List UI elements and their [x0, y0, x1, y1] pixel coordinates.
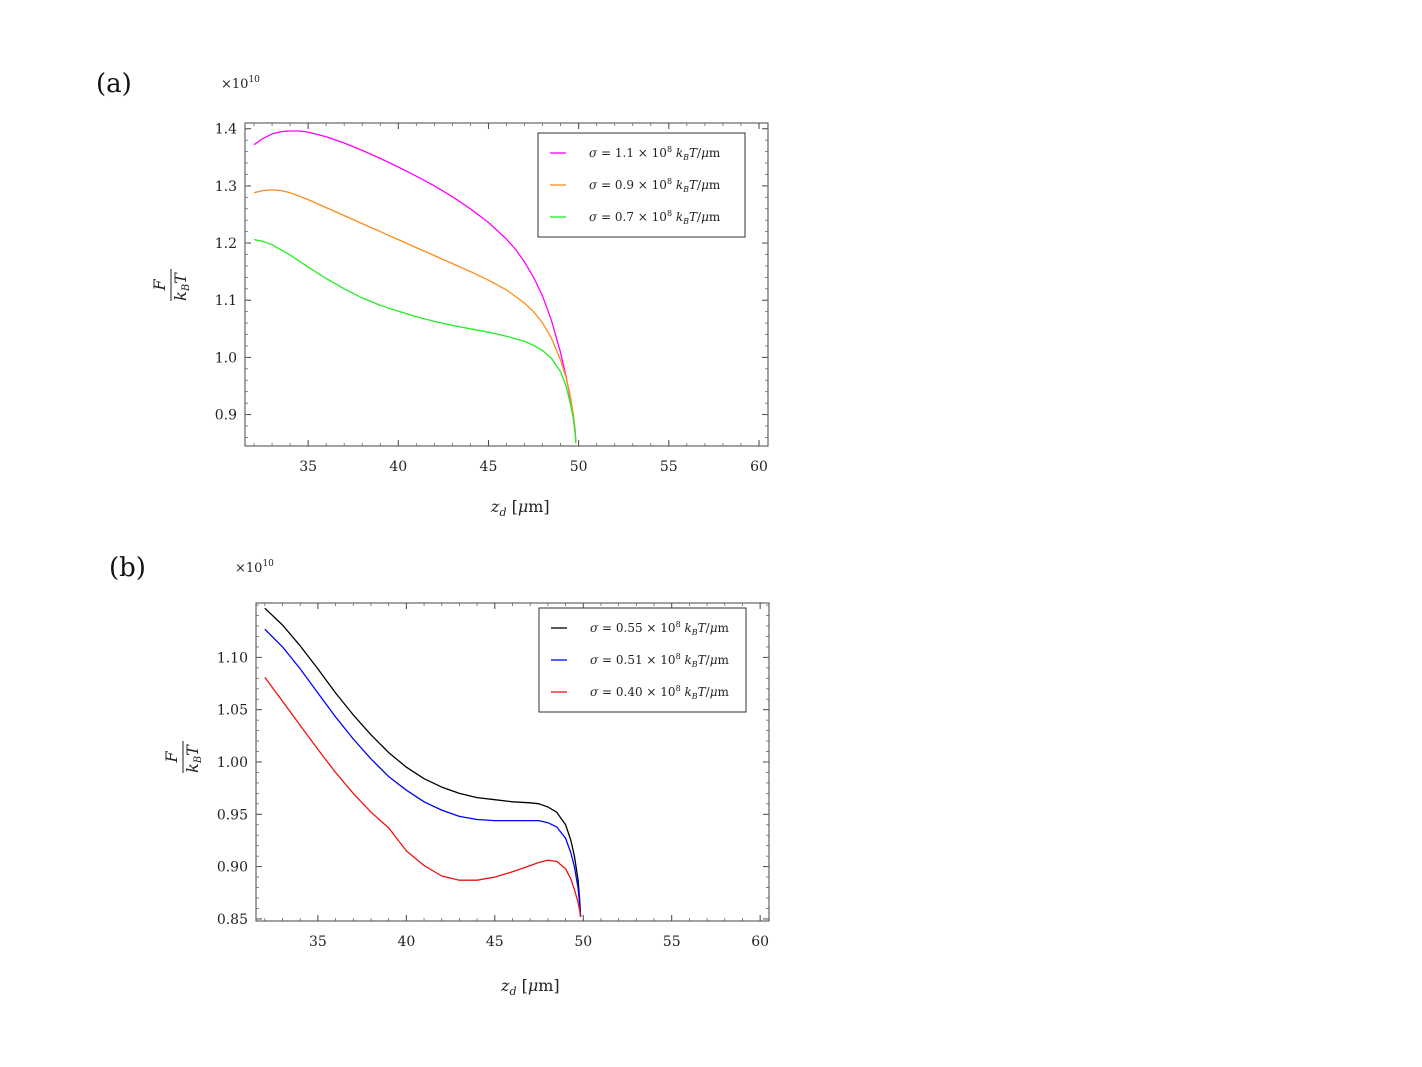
- x-tick-label: 50: [574, 934, 592, 950]
- svg-text:F: F: [162, 751, 181, 764]
- series-line-1: [253, 130, 577, 444]
- y-multiplier-b: ×1010: [235, 559, 274, 576]
- x-tick-label: 45: [486, 934, 504, 950]
- series-lines-a: [253, 130, 577, 444]
- y-tick-labels-a: 0.9 1.0 1.1 1.2 1.3 1.4: [215, 122, 237, 424]
- y-tick-label: 1.3: [215, 179, 237, 195]
- chart-panel-a: (a) ×1010 35 40 45 50 55 60 0.9 1.0 1.1 1.2 1.3 1.…: [96, 69, 769, 519]
- y-multiplier-a: ×1010: [221, 75, 260, 92]
- x-tick-label: 55: [663, 934, 681, 950]
- x-tick-labels-b: 35 40 45 50 55 60: [309, 934, 769, 950]
- ticks-b: [256, 603, 769, 921]
- y-tick-label: 1.10: [217, 650, 248, 666]
- series-line-3: [253, 238, 577, 444]
- y-tick-label: 0.85: [217, 912, 248, 928]
- legend-label-3: σ = 0.7 × 108 kBT/μm: [589, 209, 721, 226]
- chart-panel-b: (b) ×1010 35 40 45 50 55 60 0.85 0.90 0.95 1.00 1…: [109, 553, 770, 998]
- svg-text:F: F: [150, 279, 169, 292]
- y-tick-label: 1.1: [215, 293, 237, 309]
- x-tick-label: 35: [299, 459, 317, 475]
- y-tick-label: 1.0: [215, 350, 237, 366]
- x-tick-label: 40: [389, 459, 407, 475]
- panel-label-a: (a): [96, 69, 132, 99]
- legend-b: σ = 0.55 × 108 kBT/μm σ = 0.51 × 108 kBT/…: [538, 607, 747, 713]
- legend-label-2: σ = 0.9 × 108 kBT/μm: [589, 177, 721, 194]
- y-tick-label: 0.9: [215, 408, 237, 424]
- legend-label-1: σ = 1.1 × 108 kBT/μm: [589, 145, 721, 162]
- x-tick-label: 60: [750, 459, 768, 475]
- x-axis-label-a: zd [μm]: [490, 497, 550, 519]
- x-tick-label: 50: [570, 459, 588, 475]
- x-tick-label: 55: [660, 459, 678, 475]
- panel-label-b: (b): [109, 553, 146, 583]
- series-line-1: [264, 607, 582, 917]
- y-tick-label: 0.95: [217, 807, 248, 823]
- x-tick-labels-a: 35 40 45 50 55 60: [299, 459, 768, 475]
- x-tick-label: 40: [397, 934, 415, 950]
- y-tick-label: 0.90: [217, 860, 248, 876]
- y-axis-label-b: F kBT: [162, 741, 204, 773]
- series-line-2: [253, 189, 577, 444]
- x-tick-label: 60: [751, 934, 769, 950]
- legend-label-2: σ = 0.51 × 108 kBT/μm: [590, 652, 730, 669]
- y-tick-label: 1.05: [217, 703, 248, 719]
- x-axis-label-b: zd [μm]: [500, 976, 560, 998]
- series-line-2: [264, 628, 582, 917]
- x-tick-label: 35: [309, 934, 327, 950]
- ticks-a: [245, 123, 768, 446]
- y-tick-label: 1.00: [217, 755, 248, 771]
- svg-text:kBT: kBT: [171, 272, 192, 301]
- series-lines-b: [264, 607, 582, 917]
- x-tick-label: 45: [480, 459, 498, 475]
- legend-a: σ = 1.1 × 108 kBT/μm σ = 0.9 × 108 kBT/μm…: [537, 132, 746, 238]
- y-axis-label-a: F kBT: [150, 269, 192, 301]
- y-tick-label: 1.4: [215, 122, 237, 138]
- legend-label-3: σ = 0.40 × 108 kBT/μm: [590, 684, 730, 701]
- legend-label-1: σ = 0.55 × 108 kBT/μm: [590, 620, 730, 637]
- y-tick-labels-b: 0.85 0.90 0.95 1.00 1.05 1.10: [217, 650, 248, 928]
- svg-text:kBT: kBT: [183, 744, 204, 773]
- y-tick-label: 1.2: [215, 236, 237, 252]
- series-line-3: [264, 676, 582, 917]
